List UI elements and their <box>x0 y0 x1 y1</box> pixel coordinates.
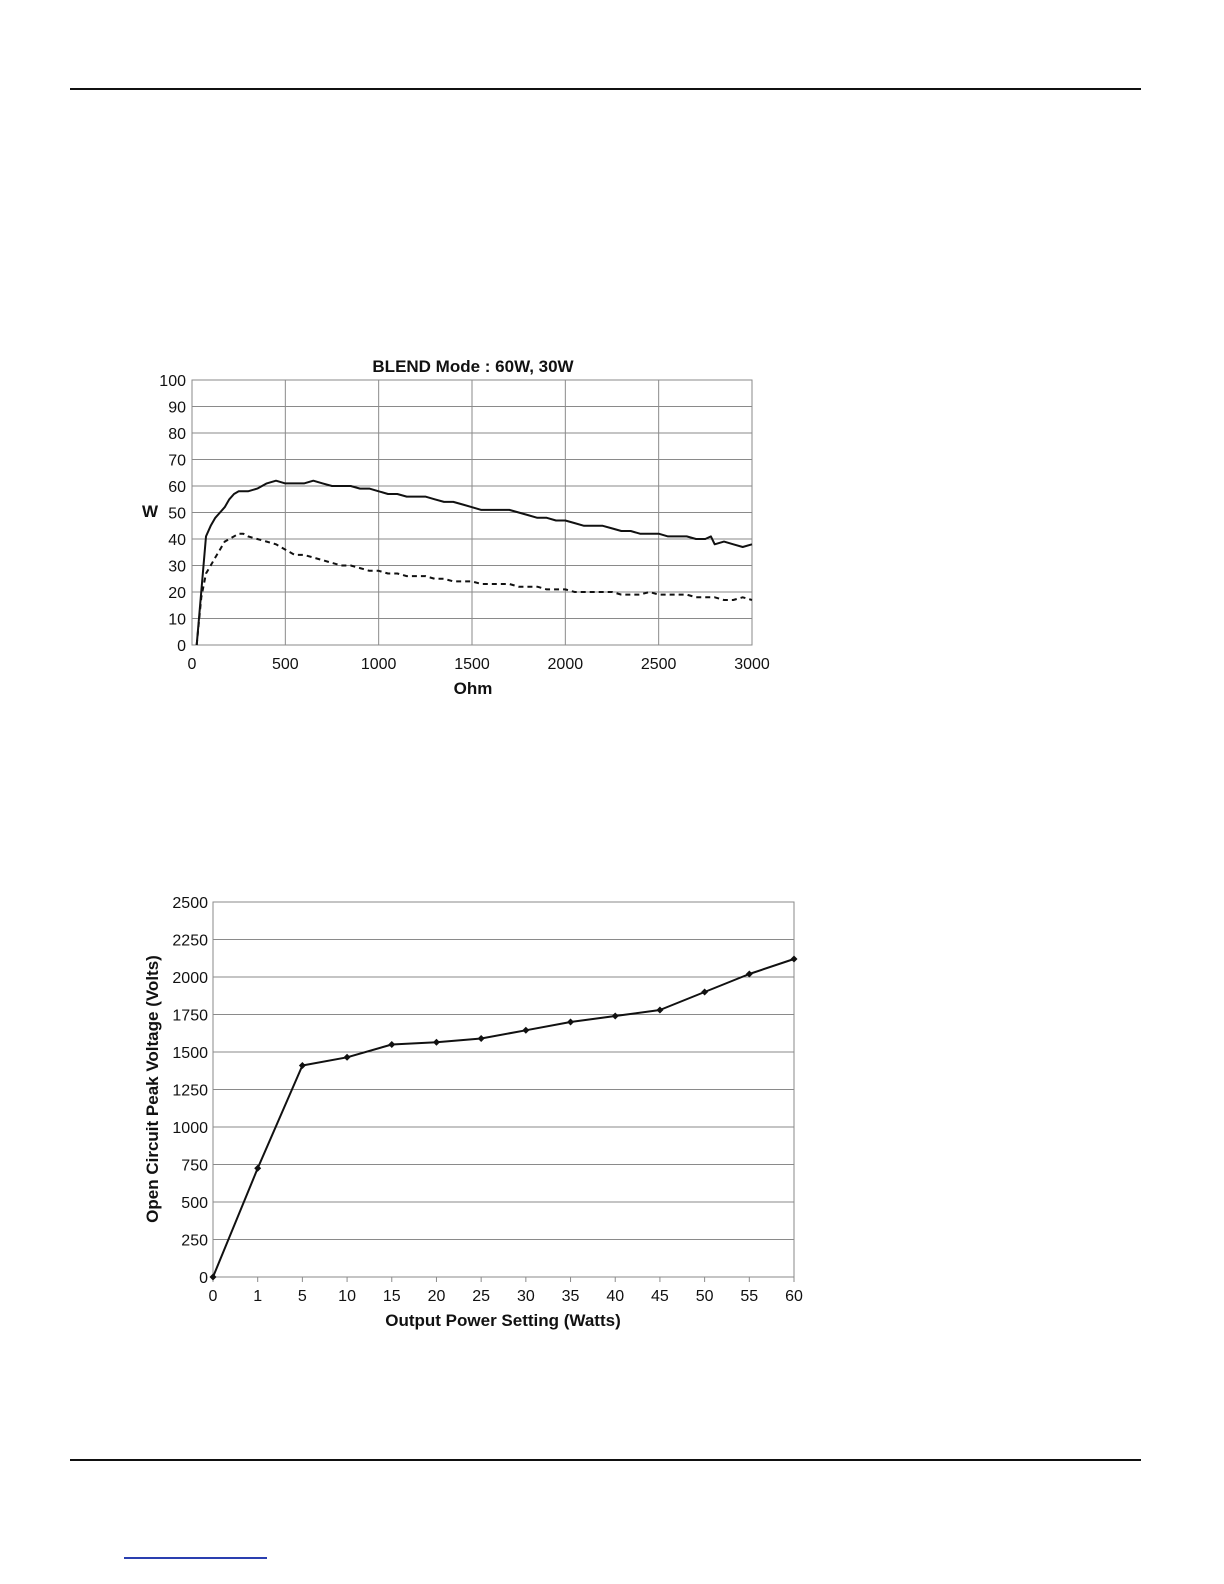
y-tick-label: 1000 <box>172 1120 208 1137</box>
x-tick-label: 3000 <box>734 656 770 673</box>
data-point-marker <box>656 1006 664 1014</box>
x-tick-label: 50 <box>696 1288 714 1305</box>
chart-title: BLEND Mode : 60W, 30W <box>372 357 574 376</box>
data-point-marker <box>567 1018 575 1026</box>
x-tick-label: 35 <box>562 1288 580 1305</box>
header-rule <box>70 88 1141 90</box>
y-tick-label: 500 <box>181 1195 208 1212</box>
y-tick-label: 90 <box>168 400 186 417</box>
y-tick-label: 30 <box>168 559 186 576</box>
data-point-marker <box>209 1273 217 1281</box>
data-point-marker <box>522 1026 530 1034</box>
x-tick-label: 30 <box>517 1288 535 1305</box>
series-line-solid <box>195 479 753 646</box>
data-point-marker <box>790 955 798 963</box>
series-line <box>212 958 795 1278</box>
y-tick-label: 70 <box>168 453 186 470</box>
blend-mode-chart: BLEND Mode : 60W, 30W Ohm W 0 10 20 30 40 50 6… <box>142 357 770 698</box>
y-tick-label: 2250 <box>172 933 208 950</box>
series-line-dashed <box>195 532 753 646</box>
open-circuit-voltage-chart: Output Power Setting (Watts) Open Circui… <box>143 895 803 1330</box>
x-tick-label: 45 <box>651 1288 669 1305</box>
x-tick-label: 10 <box>338 1288 356 1305</box>
data-point-marker <box>701 988 709 996</box>
y-tick-label: 1750 <box>172 1008 208 1025</box>
x-tick-label: 2500 <box>641 656 677 673</box>
y-tick-label: 50 <box>168 506 186 523</box>
x-tick-label: 55 <box>740 1288 758 1305</box>
x-tick-label: 500 <box>272 656 299 673</box>
x-tick-label: 40 <box>606 1288 624 1305</box>
y-tick-label: 0 <box>199 1270 208 1287</box>
x-tick-label: 60 <box>785 1288 803 1305</box>
y-tick-label: 250 <box>181 1233 208 1250</box>
data-point-marker <box>298 1062 306 1069</box>
x-axis-label: Output Power Setting (Watts) <box>385 1311 620 1330</box>
y-tick-label: 750 <box>181 1158 208 1175</box>
x-tick-label: 1000 <box>361 656 397 673</box>
y-axis-label: Open Circuit Peak Voltage (Volts) <box>143 955 162 1223</box>
data-point-marker <box>432 1038 440 1046</box>
y-tick-label: 2500 <box>172 895 208 912</box>
data-point-marker <box>343 1053 351 1061</box>
y-tick-label: 20 <box>168 585 186 602</box>
data-point-marker <box>388 1041 396 1048</box>
x-tick-label: 5 <box>298 1288 307 1305</box>
y-axis-label: W <box>142 502 159 521</box>
x-tick-label: 25 <box>472 1288 490 1305</box>
footer-rule <box>70 1459 1141 1461</box>
data-point-marker <box>477 1035 485 1042</box>
y-tick-label: 100 <box>159 373 186 390</box>
footer-link-underline <box>124 1557 267 1559</box>
x-tick-label: 1500 <box>454 656 490 673</box>
data-point-marker <box>611 1012 619 1020</box>
y-tick-label: 0 <box>177 638 186 655</box>
y-tick-label: 40 <box>168 532 186 549</box>
y-tick-label: 10 <box>168 612 186 629</box>
x-tick-label: 0 <box>209 1288 218 1305</box>
y-tick-label: 60 <box>168 479 186 496</box>
data-point-marker <box>745 970 753 978</box>
x-tick-label: 0 <box>188 656 197 673</box>
data-point-marker <box>254 1164 262 1172</box>
y-tick-label: 80 <box>168 426 186 443</box>
y-tick-label: 1500 <box>172 1045 208 1062</box>
x-tick-label: 20 <box>428 1288 446 1305</box>
x-tick-label: 15 <box>383 1288 401 1305</box>
y-tick-label: 1250 <box>172 1083 208 1100</box>
y-tick-label: 2000 <box>172 970 208 987</box>
x-tick-label: 1 <box>253 1288 262 1305</box>
x-axis-label: Ohm <box>454 679 493 698</box>
x-tick-label: 2000 <box>548 656 584 673</box>
